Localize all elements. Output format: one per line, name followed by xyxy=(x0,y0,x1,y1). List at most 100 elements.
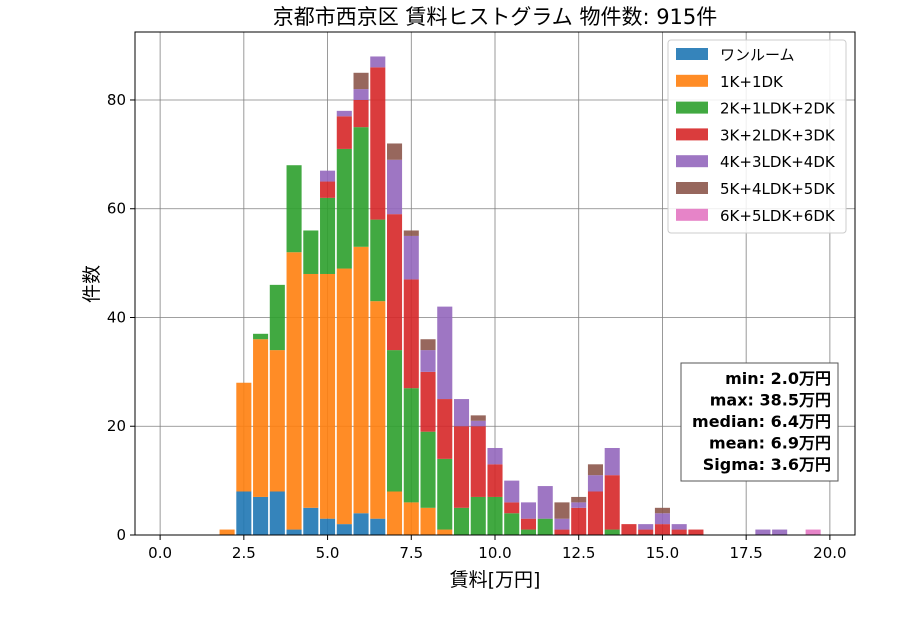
bar-segment xyxy=(320,518,336,535)
legend: ワンルーム 1K+1DK 2K+1LDK+2DK 3K+2LDK+3DK 4K+3LDK… xyxy=(667,39,847,234)
bar-segment xyxy=(654,524,670,535)
y-axis-label: 件数 xyxy=(81,265,103,303)
bar-segment xyxy=(269,284,285,351)
bar-segment xyxy=(805,529,821,535)
bar-segment xyxy=(437,458,453,530)
bar-segment xyxy=(387,159,403,215)
legend-swatch xyxy=(676,208,708,221)
chart-title: 京都市西京区 賃料ヒストグラム 物件数: 915件 xyxy=(273,5,718,29)
x-tick-label: 7.5 xyxy=(399,544,423,562)
bar-segment xyxy=(554,529,570,535)
bar-segment xyxy=(387,350,403,492)
annotation-line: max: 38.5万円 xyxy=(710,391,831,410)
y-tick-label: 20 xyxy=(107,417,126,435)
bar-segment xyxy=(772,529,788,535)
x-tick-label: 12.5 xyxy=(562,544,595,562)
bar-segment xyxy=(470,420,486,427)
legend-box xyxy=(667,39,847,234)
bar-segment xyxy=(353,513,369,535)
bar-segment xyxy=(470,415,486,421)
annotation-box xyxy=(680,362,839,482)
legend-swatch xyxy=(676,74,708,87)
y-axis-ticks: 0 20 40 60 80 xyxy=(107,91,135,544)
bar-segment xyxy=(286,165,302,253)
bar-segment xyxy=(587,475,603,492)
bar-segment xyxy=(520,502,537,519)
y-tick-label: 60 xyxy=(107,200,126,218)
bar-segment xyxy=(336,116,352,149)
x-tick-label: 0.0 xyxy=(148,544,172,562)
x-tick-label: 5.0 xyxy=(316,544,340,562)
bar-segment xyxy=(387,143,403,160)
legend-label: 4K+3LDK+4DK xyxy=(720,153,836,171)
bar-segment xyxy=(437,306,453,400)
bar-segment xyxy=(403,502,419,535)
bar-segment xyxy=(671,529,687,535)
bar-segment xyxy=(504,502,520,514)
legend-label: 1K+1DK xyxy=(720,73,784,91)
bar-segment xyxy=(320,197,336,274)
bar-segment xyxy=(420,339,436,351)
x-tick-label: 20.0 xyxy=(813,544,846,562)
bar-segment xyxy=(470,496,486,535)
bar-segment xyxy=(269,491,285,535)
bar-segment xyxy=(353,99,369,128)
bar-segment xyxy=(571,502,587,508)
bar-segment xyxy=(403,235,419,280)
bar-segment xyxy=(353,89,369,100)
bar-segment xyxy=(320,170,336,182)
bar-segment xyxy=(654,513,670,525)
bar-segment xyxy=(353,72,369,90)
bar-segment xyxy=(286,252,302,530)
bar-segment xyxy=(236,382,252,492)
bar-segment xyxy=(336,110,352,117)
bar-segment xyxy=(638,529,654,535)
bar-segment xyxy=(688,529,704,535)
bar-segment xyxy=(320,181,336,198)
bar-segment xyxy=(253,333,269,340)
bar-segment xyxy=(487,496,503,535)
x-tick-label: 17.5 xyxy=(729,544,762,562)
bar-segment xyxy=(387,214,403,351)
bar-segment xyxy=(420,350,436,372)
bar-segment xyxy=(403,230,419,236)
legend-swatch xyxy=(676,101,708,114)
bar-segment xyxy=(370,56,386,68)
legend-label: 5K+4LDK+5DK xyxy=(720,180,836,198)
bar-segment xyxy=(453,399,470,427)
x-tick-label: 10.0 xyxy=(478,544,511,562)
bar-segment xyxy=(671,524,687,530)
bar-segment xyxy=(571,496,587,503)
bar-segment xyxy=(420,507,436,535)
bar-segment xyxy=(336,524,352,535)
bar-segment xyxy=(353,246,369,514)
bar-segment xyxy=(253,496,269,535)
bar-segment xyxy=(487,447,503,465)
bar-segment xyxy=(420,431,436,508)
legend-label: ワンルーム xyxy=(720,46,795,64)
bar-segment xyxy=(587,464,603,476)
bar-segment xyxy=(554,502,570,519)
bar-segment xyxy=(420,371,436,432)
annotation-line: median: 6.4万円 xyxy=(692,412,831,431)
bar-segment xyxy=(336,148,352,269)
bar-segment xyxy=(604,447,620,476)
bar-segment xyxy=(504,480,520,503)
legend-label: 2K+1LDK+2DK xyxy=(720,100,836,118)
bar-stacks xyxy=(219,56,821,535)
bar-segment xyxy=(437,529,453,535)
bar-segment xyxy=(453,507,470,535)
bar-segment xyxy=(755,529,771,535)
bar-segment xyxy=(470,426,486,497)
legend-swatch xyxy=(676,48,708,60)
y-tick-label: 40 xyxy=(107,308,126,326)
bar-segment xyxy=(537,518,553,535)
bar-segment xyxy=(219,529,235,535)
y-tick-label: 80 xyxy=(107,91,126,109)
bar-segment xyxy=(520,518,537,530)
bar-segment xyxy=(253,339,269,497)
bar-segment xyxy=(638,524,654,530)
y-tick-label: 0 xyxy=(116,526,126,544)
bar-segment xyxy=(370,301,386,519)
